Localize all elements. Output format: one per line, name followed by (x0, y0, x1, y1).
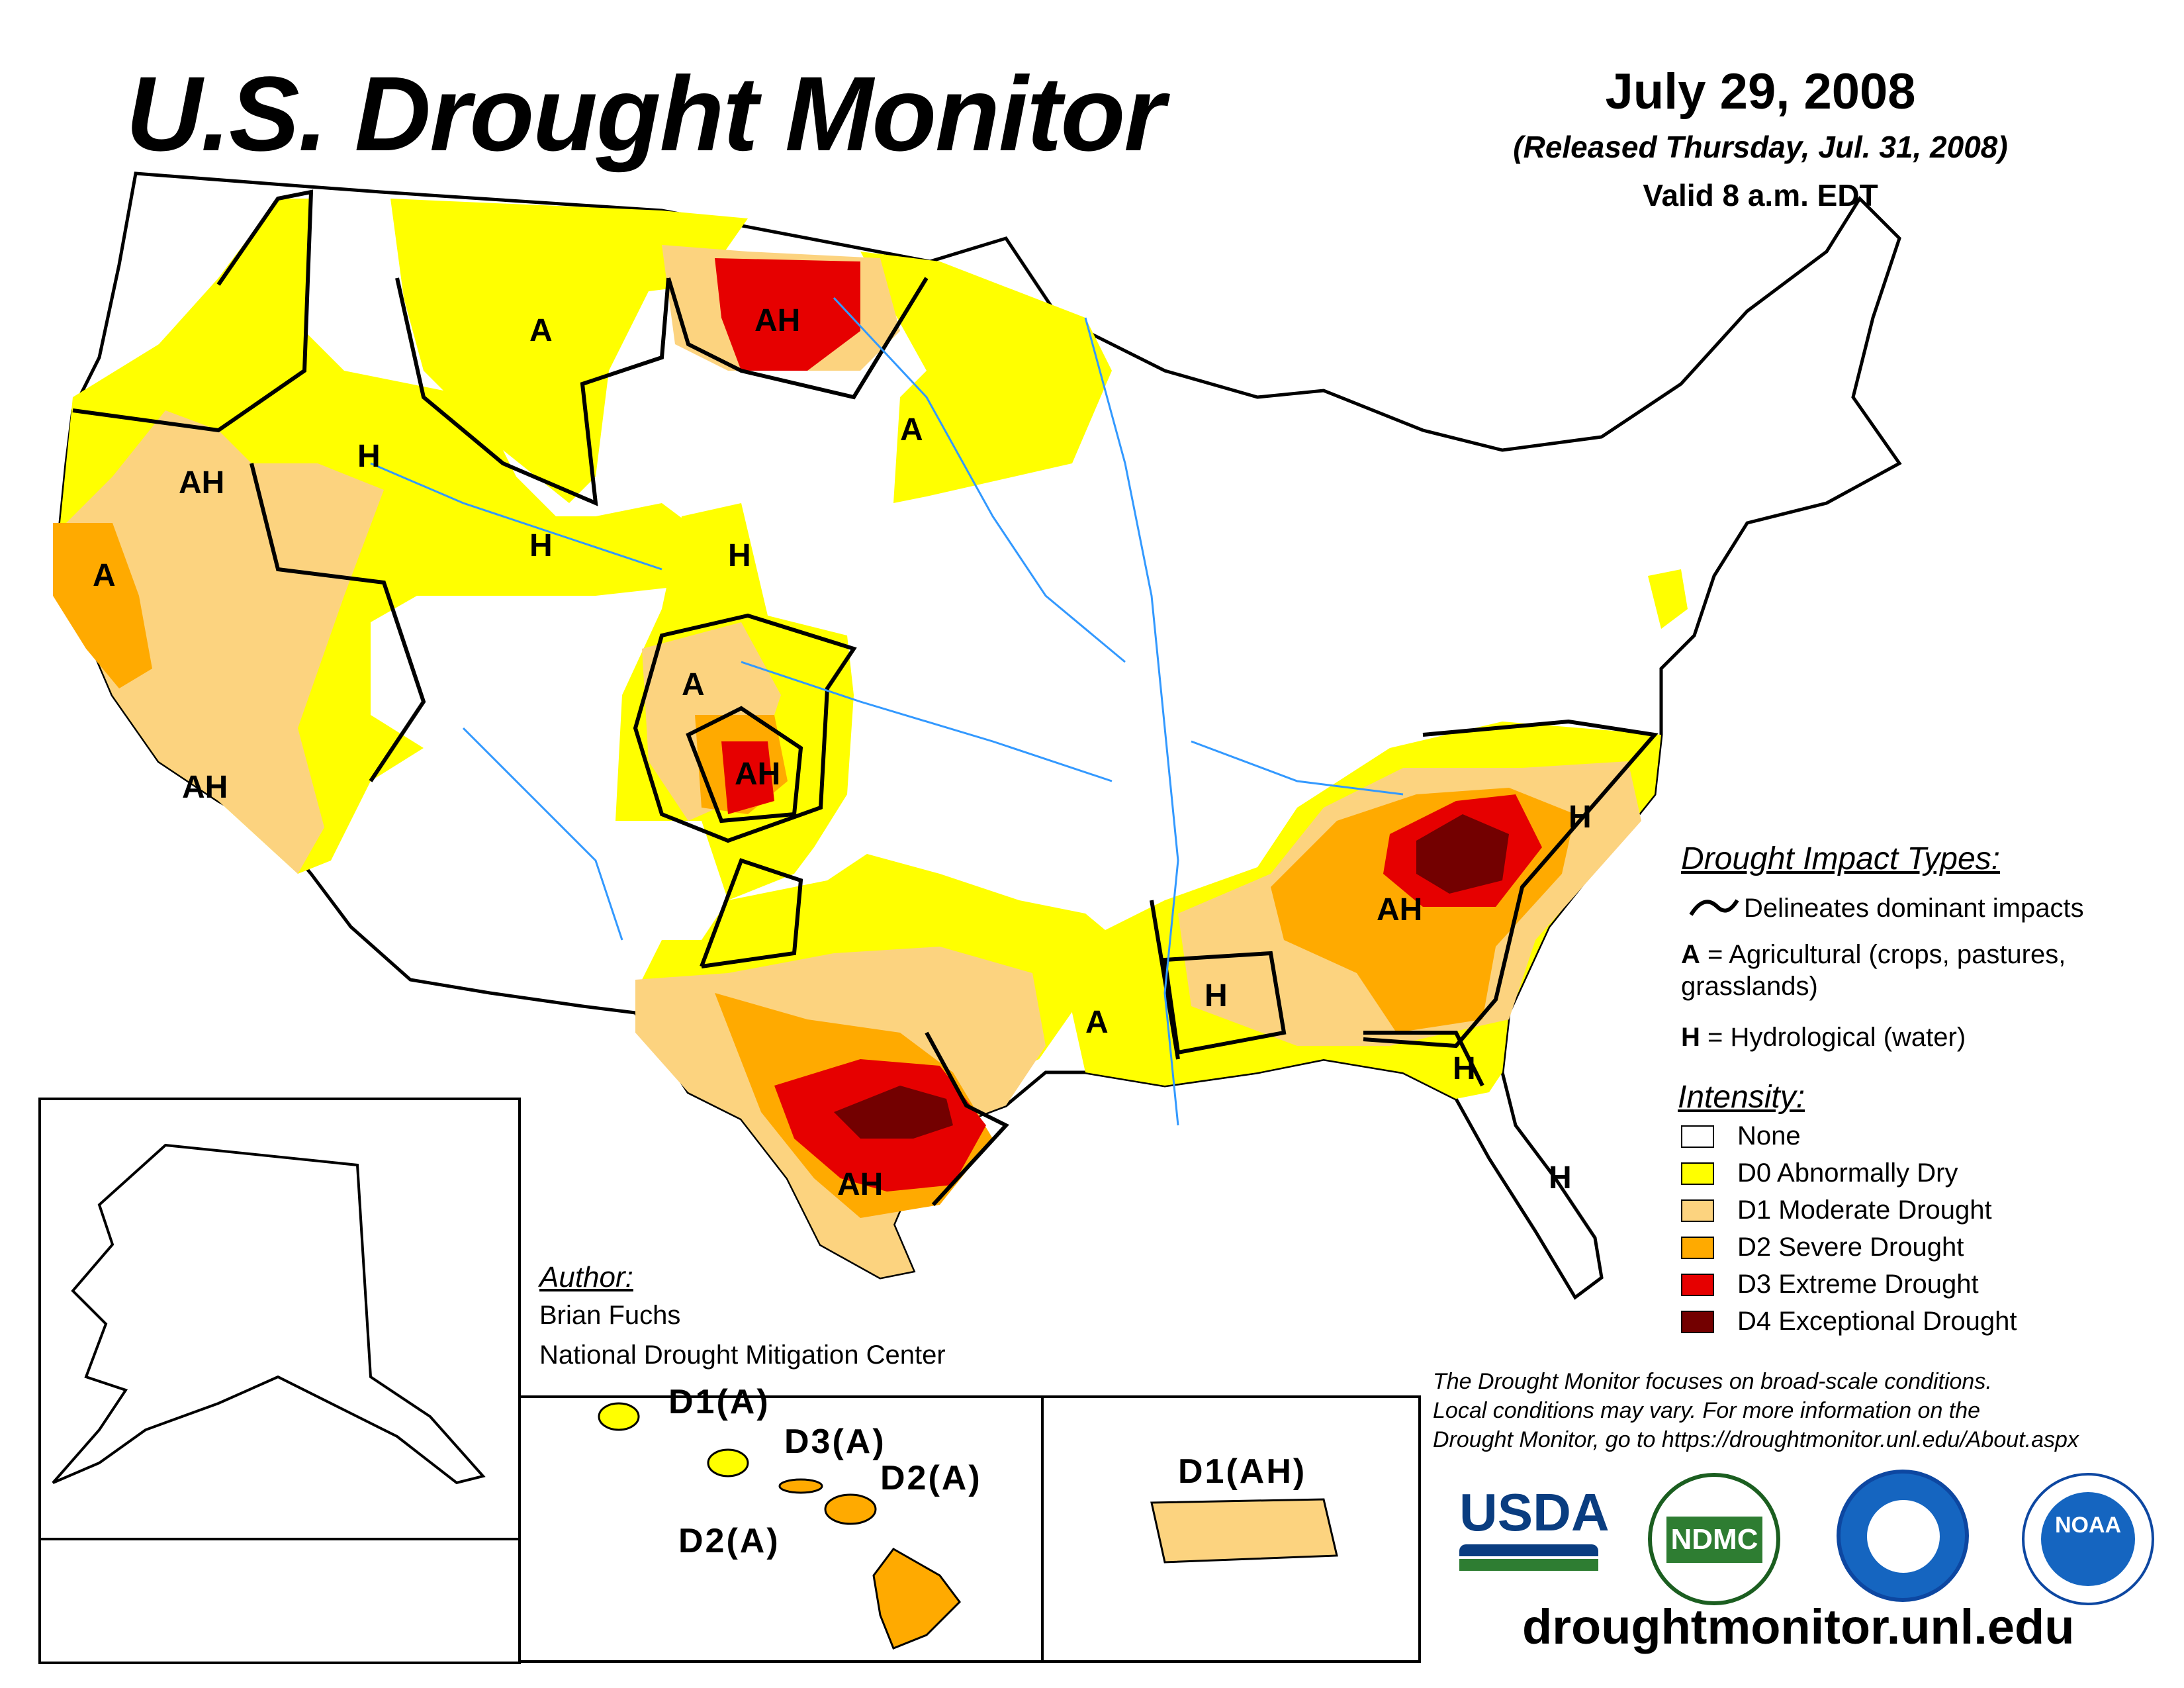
intensity-swatch (1681, 1199, 1714, 1222)
intensity-label: D2 Severe Drought (1737, 1233, 1964, 1262)
map-label-fl-h: H (1453, 1051, 1476, 1086)
intensity-label: D1 Moderate Drought (1737, 1196, 1992, 1225)
pr-label: D1(AH) (1178, 1452, 1306, 1491)
map-label-nd-a: A (900, 412, 923, 447)
intensity-heading: Intensity: (1678, 1080, 1805, 1115)
map-label-co-a: A (682, 667, 705, 702)
intensity-swatch (1681, 1125, 1714, 1148)
agricultural-text-2: grasslands) (1681, 972, 1818, 1001)
oahu (707, 1448, 749, 1477)
maui (824, 1493, 877, 1525)
agricultural-text: = Agricultural (crops, pastures, (1700, 940, 2066, 969)
intensity-swatch (1681, 1311, 1714, 1333)
intensity-swatch (1681, 1237, 1714, 1259)
hydrological-text: = Hydrological (water) (1700, 1023, 1966, 1052)
intensity-label: D3 Extreme Drought (1737, 1270, 1979, 1299)
molokai (778, 1478, 823, 1494)
agricultural-key: A (1681, 940, 1700, 969)
commerce-logo (1837, 1470, 1969, 1602)
map-label-ga-ah: AH (1377, 892, 1422, 927)
commerce-seal-icon (1867, 1500, 1940, 1573)
d0-dakotas (860, 252, 1112, 503)
d3-sd (715, 258, 860, 371)
intensity-label: D0 Abnormally Dry (1737, 1158, 1958, 1188)
map-label-sfl-h: H (1549, 1160, 1572, 1196)
map-label-co-ah: AH (735, 757, 780, 792)
agricultural-legend: A = Agricultural (crops, pastures, (1681, 940, 2066, 970)
d4-southeast (1416, 814, 1509, 894)
impact-types-heading: Drought Impact Types: (1681, 841, 2000, 876)
disclaimer-line-2: Local conditions may vary. For more info… (1433, 1398, 1981, 1423)
map-label-nv-ah: AH (182, 770, 228, 805)
ndmc-logo: NDMC (1648, 1473, 1780, 1605)
map-label-mt-a: A (529, 313, 553, 348)
d0-montana (390, 199, 748, 503)
hawaii-label-oahu: D3(A) (784, 1423, 886, 1461)
puerto-rico-shape (1150, 1498, 1338, 1564)
map-label-tx-ah: AH (837, 1167, 883, 1202)
d3-colorado (721, 741, 774, 814)
hawaii-label-maui: D2(A) (880, 1459, 982, 1497)
website-url[interactable]: droughtmonitor.unl.edu (1522, 1599, 2075, 1654)
disclaimer: The Drought Monitor focuses on broad-sca… (1433, 1367, 2161, 1454)
d1-west (60, 410, 384, 874)
rivers (370, 297, 1404, 1126)
page-title: U.S. Drought Monitor (126, 54, 1165, 173)
intensity-label: None (1737, 1121, 1801, 1150)
map-label-la-a: A (1085, 1005, 1109, 1040)
d2-california (53, 523, 152, 688)
map-label-ne-h: H (728, 538, 751, 573)
map-label-id-h: H (357, 439, 381, 474)
map-label-ca-a: A (93, 558, 116, 593)
map-label-ms-h: H (1205, 978, 1228, 1013)
map-label-ca-ah: AH (179, 465, 224, 500)
disclaimer-line-1: The Drought Monitor focuses on broad-sca… (1433, 1369, 1992, 1394)
hawaii-inset (518, 1395, 1044, 1663)
map-date: July 29, 2008 (1605, 64, 1916, 120)
intensity-label: D4 Exceptional Drought (1737, 1307, 2017, 1336)
intensity-swatch (1681, 1274, 1714, 1296)
hydrological-key: H (1681, 1023, 1700, 1052)
alaska-shape (52, 1143, 486, 1485)
delineates-text: Delineates dominant impacts (1744, 894, 2084, 923)
release-date: (Released Thursday, Jul. 31, 2008) (1513, 130, 2008, 164)
hydrological-legend: H = Hydrological (water) (1681, 1023, 1966, 1053)
intensity-swatch (1681, 1162, 1714, 1185)
usda-logo: USDA (1459, 1483, 1610, 1579)
hawaii-label-molokai: D2(A) (678, 1522, 780, 1560)
author-heading: Author: (539, 1261, 633, 1293)
noaa-logo: NOAA (2022, 1473, 2154, 1605)
kauai (598, 1402, 640, 1431)
delineation-line-icon (1689, 899, 1739, 916)
ndmc-logo-text: NDMC (1666, 1517, 1762, 1563)
usda-logo-text: USDA (1459, 1483, 1610, 1542)
impact-boundaries (72, 189, 1659, 1207)
d4-texas (834, 1086, 953, 1139)
disclaimer-line-3: Drought Monitor, go to https://droughtmo… (1433, 1427, 2079, 1452)
map-label-nc-h: H (1569, 800, 1592, 835)
author-org: National Drought Mitigation Center (539, 1340, 946, 1370)
noaa-logo-text: NOAA (2041, 1492, 2135, 1586)
valid-time: Valid 8 a.m. EDT (1643, 178, 1878, 212)
hawaii-label-kauai: D1(A) (668, 1383, 770, 1421)
d0-nj (1648, 569, 1688, 629)
map-label-sd-ah: AH (754, 303, 800, 338)
big-island (872, 1548, 961, 1650)
author-name: Brian Fuchs (539, 1301, 681, 1330)
map-label-wy-h: H (529, 528, 553, 563)
